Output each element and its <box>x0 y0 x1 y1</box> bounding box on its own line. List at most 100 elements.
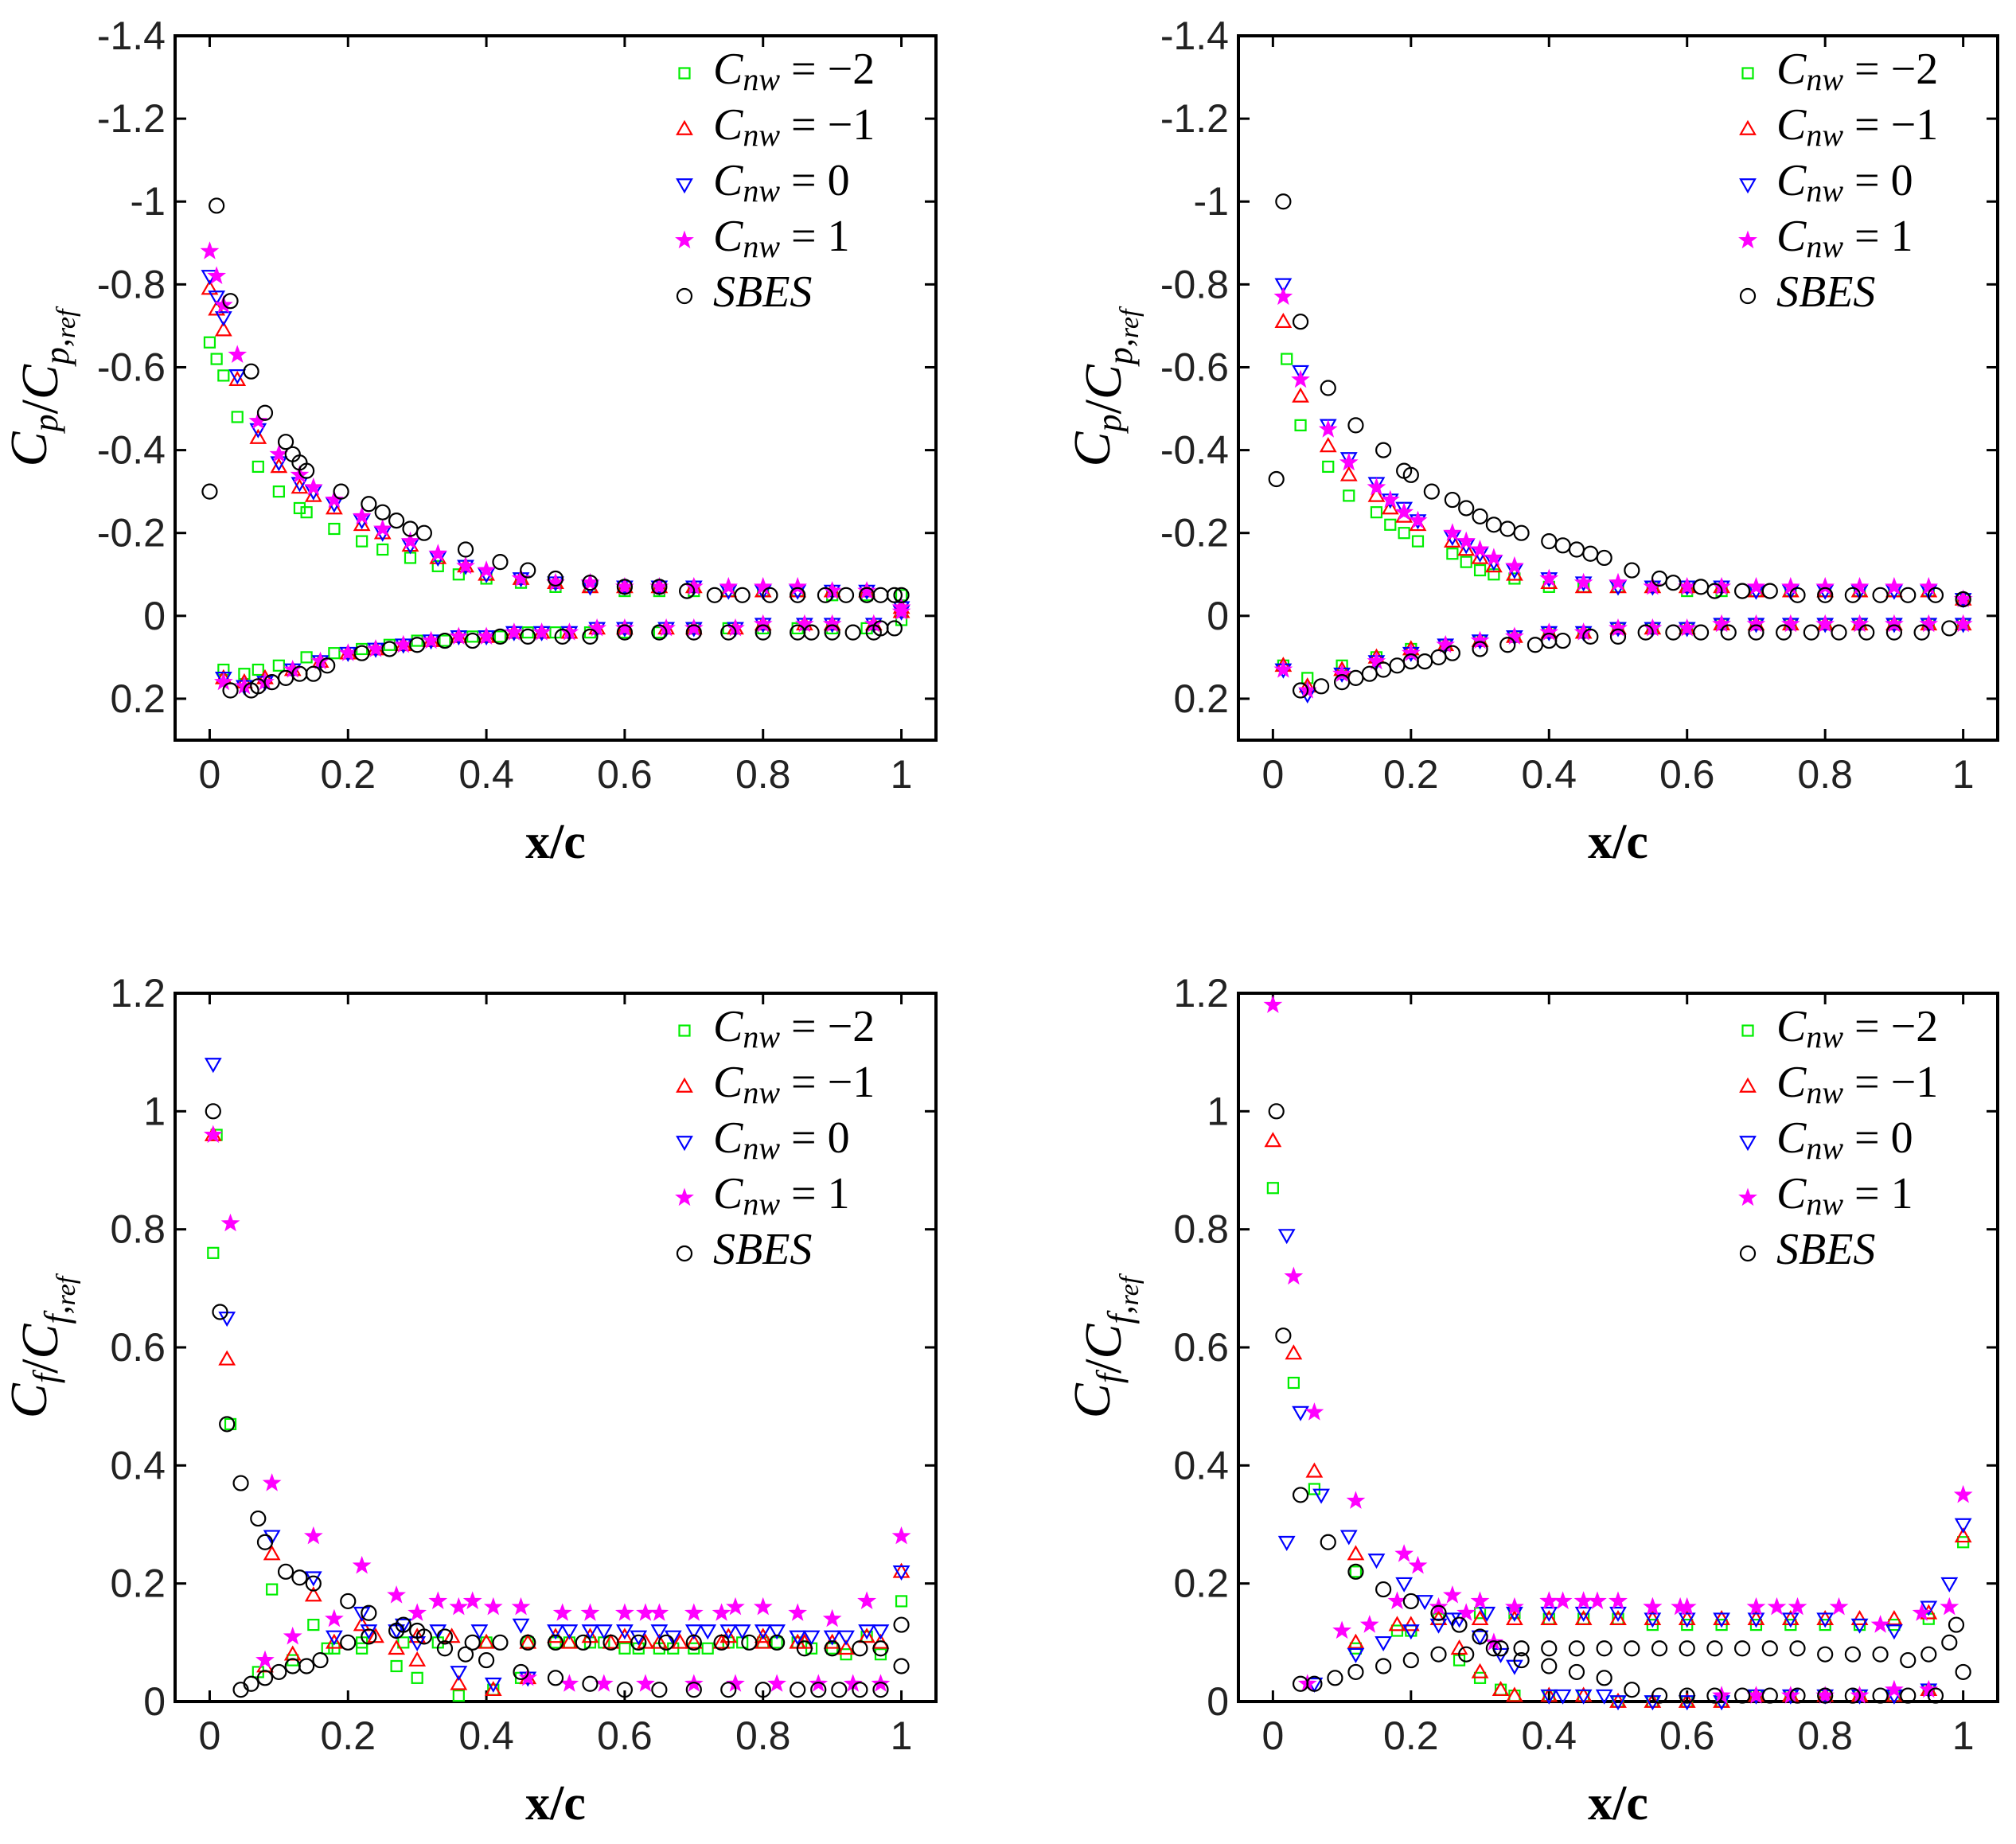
legend-marker <box>1741 67 1754 80</box>
data-point <box>1609 1609 1627 1626</box>
series-4 <box>1268 1103 1971 1704</box>
data-point <box>218 1350 236 1366</box>
data-point <box>372 519 392 537</box>
data-point <box>651 579 668 595</box>
data-point <box>1402 1593 1419 1610</box>
data-point <box>1484 557 1503 573</box>
data-point <box>1553 1591 1573 1609</box>
data-point <box>1273 660 1293 678</box>
data-point <box>1281 353 1293 365</box>
data-point <box>376 543 389 556</box>
series-2 <box>1277 1229 1972 1711</box>
data-point <box>547 1634 564 1651</box>
data-point <box>650 1633 669 1649</box>
data-point <box>338 643 358 661</box>
x-tick-label: 0.6 <box>597 1713 653 1758</box>
data-point <box>388 512 405 529</box>
data-point <box>443 1628 461 1643</box>
data-point <box>753 614 773 633</box>
data-point <box>1430 1646 1447 1663</box>
data-point <box>520 562 536 579</box>
x-axis-label: x/c <box>525 1776 586 1830</box>
data-point <box>1870 1615 1890 1633</box>
data-point <box>1284 1266 1304 1285</box>
data-point <box>1816 1612 1835 1628</box>
data-point <box>1275 1327 1292 1344</box>
data-point <box>1920 1646 1937 1663</box>
data-point <box>293 501 306 515</box>
data-point <box>618 1642 631 1655</box>
legend-marker <box>678 67 691 80</box>
data-point <box>769 1634 786 1651</box>
data-point <box>788 576 807 595</box>
y-tick-label: -1.4 <box>97 14 166 58</box>
chart-cf-right: 0 0.2 0.4 0.6 0.8 1 0 0.2 0.4 0.6 0.8 1 1.2 x/c Cf/Cf,… <box>1063 971 1999 1830</box>
data-point <box>436 632 454 649</box>
data-point <box>470 1624 489 1640</box>
y-tick-label: 0 <box>143 1679 166 1724</box>
data-point <box>1375 661 1392 678</box>
data-point <box>319 657 336 674</box>
data-point <box>436 1628 454 1645</box>
y-tick-label: 0.2 <box>1173 676 1229 721</box>
data-point <box>636 1603 655 1621</box>
data-point <box>684 1624 703 1640</box>
data-point <box>1596 1670 1612 1686</box>
series-3 <box>1273 287 1973 699</box>
data-point <box>300 506 313 519</box>
data-point <box>304 1586 322 1602</box>
data-point <box>436 1640 454 1657</box>
data-point <box>1665 624 1682 641</box>
y-tick-label: -0.4 <box>97 428 166 473</box>
data-point <box>1417 653 1433 670</box>
data-point <box>1320 380 1336 396</box>
data-point <box>872 1682 889 1698</box>
data-point <box>602 1633 620 1649</box>
data-point <box>1712 614 1732 633</box>
data-point <box>794 614 814 633</box>
data-point <box>706 587 723 603</box>
data-point <box>298 462 315 479</box>
data-point <box>1398 527 1410 540</box>
data-point <box>1347 1633 1365 1649</box>
legend-label: Cnw = 1 <box>1776 1169 1913 1222</box>
legend-label: Cnw = 1 <box>713 212 850 264</box>
data-point <box>616 1682 634 1698</box>
y-tick-label: 0.2 <box>110 676 166 721</box>
data-point <box>1858 624 1875 641</box>
data-point <box>1268 1103 1285 1120</box>
data-point <box>587 618 607 637</box>
data-point <box>252 663 264 676</box>
data-point <box>651 624 668 641</box>
data-point <box>614 618 634 637</box>
data-point <box>449 1596 469 1616</box>
data-point <box>1746 1596 1766 1616</box>
data-point <box>1384 518 1397 531</box>
data-point <box>1367 651 1386 670</box>
data-point <box>1573 1591 1593 1610</box>
x-axis-label: x/c <box>1588 815 1648 869</box>
data-point <box>893 587 910 603</box>
data-point <box>1527 637 1544 653</box>
data-point <box>388 1639 406 1655</box>
legend-label: SBES <box>713 1225 812 1274</box>
data-point <box>1402 1616 1420 1632</box>
legend-marker <box>1738 1187 1757 1207</box>
y-tick-label: 0.2 <box>110 1561 166 1606</box>
x-tick-label: 0.2 <box>321 1713 376 1758</box>
data-point <box>1912 1603 1932 1621</box>
data-point <box>637 1633 654 1649</box>
data-point <box>837 587 855 603</box>
data-point <box>428 544 448 562</box>
data-point <box>630 1634 647 1651</box>
data-point <box>205 1103 221 1120</box>
data-point <box>753 576 773 595</box>
data-point <box>340 1593 357 1610</box>
legend-label: Cnw = −1 <box>713 1058 875 1110</box>
data-point <box>616 624 634 641</box>
data-point <box>263 1545 281 1561</box>
data-point <box>679 583 696 599</box>
data-point <box>1651 1687 1668 1704</box>
data-point <box>353 516 371 532</box>
data-point <box>393 634 413 653</box>
